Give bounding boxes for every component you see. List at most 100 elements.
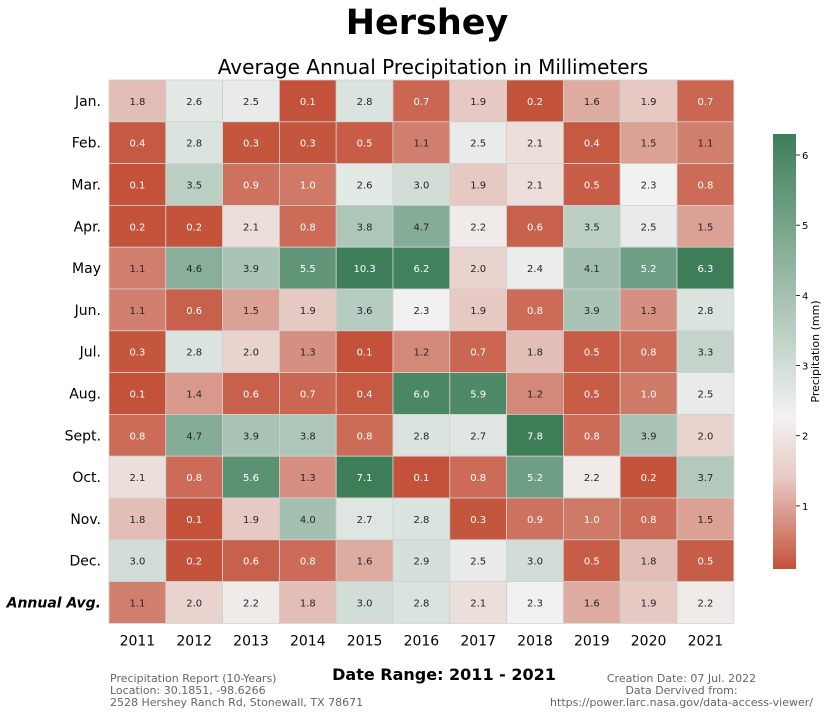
cell-value-label: 0.9 — [527, 515, 543, 526]
cell-value-label: 2.2 — [470, 222, 486, 233]
cell-value-label: 3.0 — [357, 599, 373, 610]
cell-value-label: 4.7 — [186, 431, 202, 442]
cell-value-label: 0.3 — [300, 139, 316, 150]
heatmap-cell — [392, 413, 451, 457]
cell-value-label: 1.6 — [584, 97, 600, 108]
cell-value-label: 0.6 — [527, 222, 543, 233]
colorbar-tick-label: 4 — [802, 291, 808, 302]
cell-value-label: 0.2 — [186, 557, 202, 568]
cell-value-label: 1.6 — [357, 557, 373, 568]
heatmap-cell — [506, 330, 564, 373]
heatmap-cell — [619, 121, 678, 165]
cell-value-label: 1.5 — [641, 139, 657, 150]
heatmap-cell — [676, 79, 735, 123]
cell-value-label: 5.6 — [243, 473, 259, 484]
heatmap-cell — [619, 204, 678, 248]
cell-value-label: 0.5 — [584, 390, 600, 401]
heatmap-cell — [108, 79, 167, 123]
heatmap-cell — [165, 372, 224, 415]
cell-value-label: 3.9 — [243, 431, 259, 442]
row-label: Feb. — [72, 136, 101, 152]
heatmap-cell — [392, 163, 451, 206]
cell-value-label: 4.0 — [300, 515, 316, 526]
footer-data-source-label: Data Dervived from: — [625, 684, 738, 697]
heatmap-cell — [676, 204, 735, 248]
heatmap-cell — [676, 455, 735, 499]
cell-value-label: 0.7 — [697, 97, 713, 108]
heatmap-cell — [619, 246, 678, 290]
heatmap-cell — [108, 413, 167, 457]
cell-value-label: 0.8 — [584, 431, 600, 442]
cell-value-label: 2.8 — [186, 348, 202, 359]
cell-value-label: 0.1 — [357, 348, 373, 359]
cell-value-label: 2.8 — [413, 431, 429, 442]
cell-value-label: 1.2 — [413, 348, 429, 359]
heatmap-cell — [108, 330, 167, 373]
heatmap-cell — [619, 330, 678, 373]
heatmap-cell — [392, 455, 451, 499]
colorbar-tick-label: 5 — [802, 221, 808, 232]
footer-data-source-url: https://power.larc.nasa.gov/data-access-… — [550, 696, 813, 709]
heatmap-cell — [392, 330, 451, 373]
row-label: Sept. — [65, 428, 101, 444]
cell-value-label: 3.0 — [413, 181, 429, 192]
heatmap-cell — [676, 497, 735, 541]
cell-value-label: 1.0 — [300, 181, 316, 192]
heatmap-cell — [619, 79, 678, 123]
column-label: 2011 — [120, 633, 156, 649]
colorbar-tick-label: 6 — [802, 151, 808, 162]
cell-value-label: 1.5 — [243, 306, 259, 317]
heatmap-cell — [506, 497, 564, 541]
cell-value-label: 0.1 — [129, 181, 145, 192]
footer-report-title: Precipitation Report (10-Years) — [110, 672, 277, 685]
cell-value-label: 2.8 — [357, 97, 373, 108]
cell-value-label: 2.8 — [413, 599, 429, 610]
heatmap-cell — [278, 372, 337, 415]
heatmap-cell — [165, 79, 224, 123]
cell-value-label: 0.7 — [470, 348, 486, 359]
cell-value-label: 0.8 — [470, 473, 486, 484]
cell-value-label: 2.7 — [357, 515, 373, 526]
heatmap-cell — [222, 455, 280, 499]
cell-value-label: 1.8 — [527, 348, 543, 359]
cell-value-label: 0.5 — [584, 557, 600, 568]
heatmap-cell — [222, 79, 280, 123]
cell-value-label: 2.9 — [413, 557, 429, 568]
cell-value-label: 1.9 — [300, 306, 316, 317]
cell-value-label: 1.5 — [697, 515, 713, 526]
chart-subtitle: Average Annual Precipitation in Millimet… — [218, 55, 648, 79]
cell-value-label: 0.1 — [413, 473, 429, 484]
cell-value-label: 2.5 — [470, 557, 486, 568]
cell-value-label: 0.8 — [641, 348, 657, 359]
cell-value-label: 2.5 — [641, 222, 657, 233]
cell-value-label: 0.5 — [697, 557, 713, 568]
column-label: 2017 — [460, 633, 496, 649]
heatmap-cell — [563, 539, 621, 582]
heatmap-cell — [449, 163, 507, 206]
heatmap-cell — [563, 455, 621, 499]
column-label: 2014 — [290, 633, 326, 649]
cell-value-label: 1.8 — [129, 97, 145, 108]
cell-value-label: 1.9 — [641, 599, 657, 610]
cell-value-label: 0.8 — [186, 473, 202, 484]
cell-value-label: 3.9 — [584, 306, 600, 317]
heatmap-cell — [222, 204, 280, 248]
cell-value-label: 4.7 — [413, 222, 429, 233]
heatmap-cell — [449, 204, 507, 248]
row-label: Jun. — [74, 303, 101, 319]
cell-value-label: 2.0 — [243, 348, 259, 359]
cell-value-label: 2.8 — [186, 139, 202, 150]
cell-value-label: 1.2 — [527, 390, 543, 401]
heatmap-cell — [449, 121, 507, 165]
heatmap-cell — [563, 121, 621, 165]
cell-value-label: 1.3 — [641, 306, 657, 317]
column-labels: 2011 2012 2013 2014 2015 2016 2017 2018 2019 2020… — [120, 633, 724, 649]
row-label: Apr. — [74, 219, 101, 235]
cell-value-label: 5.5 — [300, 264, 316, 275]
colorbar-tick-label: 2 — [802, 432, 808, 443]
heatmap-cell — [449, 413, 507, 457]
cell-value-label: 0.8 — [300, 557, 316, 568]
cell-value-label: 6.2 — [413, 264, 429, 275]
cell-value-label: 2.8 — [413, 515, 429, 526]
